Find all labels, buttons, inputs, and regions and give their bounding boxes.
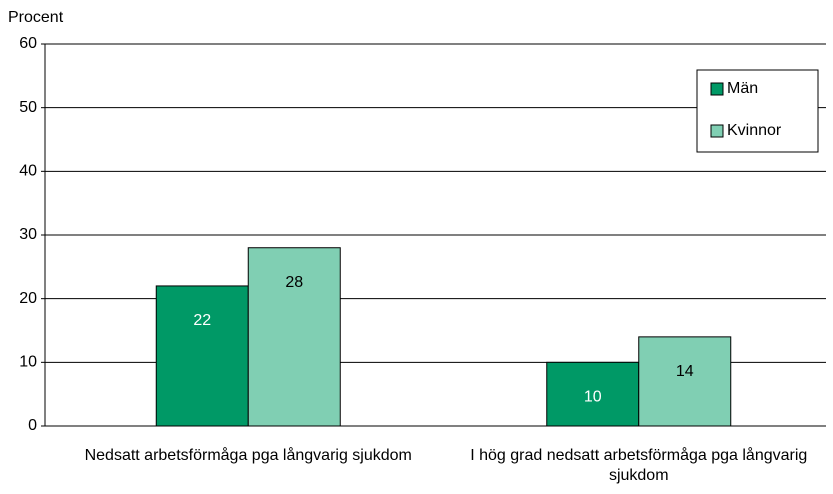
y-axis-label: Procent: [8, 9, 64, 26]
data-label: 22: [193, 312, 211, 329]
data-label: 10: [584, 389, 602, 406]
y-tick-label: 0: [28, 417, 37, 434]
data-label: 28: [285, 274, 303, 291]
y-tick-label: 20: [19, 290, 37, 307]
legend-swatch: [710, 82, 724, 96]
bar: [638, 336, 732, 427]
y-tick-label: 30: [19, 226, 37, 243]
x-tick-label: Nedsatt arbetsförmåga pga långvarig sjuk…: [84, 447, 412, 464]
bar: [247, 247, 341, 427]
y-tick-label: 10: [19, 354, 37, 371]
y-tick-label: 60: [19, 35, 37, 52]
legend-swatch: [710, 124, 724, 138]
y-tick-label: 50: [19, 99, 37, 116]
legend-label: Kvinnor: [727, 122, 782, 139]
bar: [155, 285, 249, 427]
legend-label: Män: [727, 80, 758, 97]
data-label: 14: [676, 363, 694, 380]
y-tick-label: 40: [19, 163, 37, 180]
x-tick-label: I hög grad nedsatt arbetsförmåga pga lån…: [470, 447, 808, 484]
